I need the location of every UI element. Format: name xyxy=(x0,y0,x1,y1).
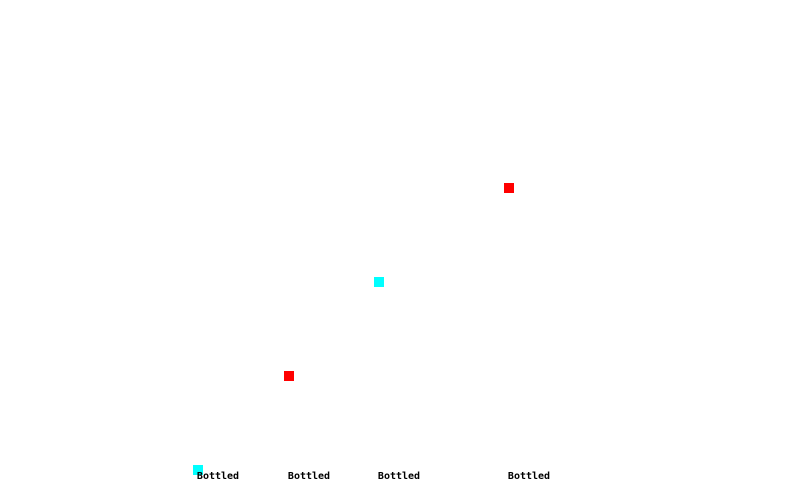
points-layer xyxy=(193,183,514,475)
data-point-4 xyxy=(504,183,514,193)
x-tick-label-2: Bottled xyxy=(288,471,330,482)
data-point-3 xyxy=(374,277,384,287)
x-tick-label-3: Bottled xyxy=(378,471,420,482)
tick-labels-layer: Bottled Bottled Bottled Bottled xyxy=(197,471,550,482)
x-tick-label-1: Bottled xyxy=(197,471,239,482)
x-tick-label-4: Bottled xyxy=(508,471,550,482)
data-point-1 xyxy=(193,465,203,475)
data-point-2 xyxy=(284,371,294,381)
